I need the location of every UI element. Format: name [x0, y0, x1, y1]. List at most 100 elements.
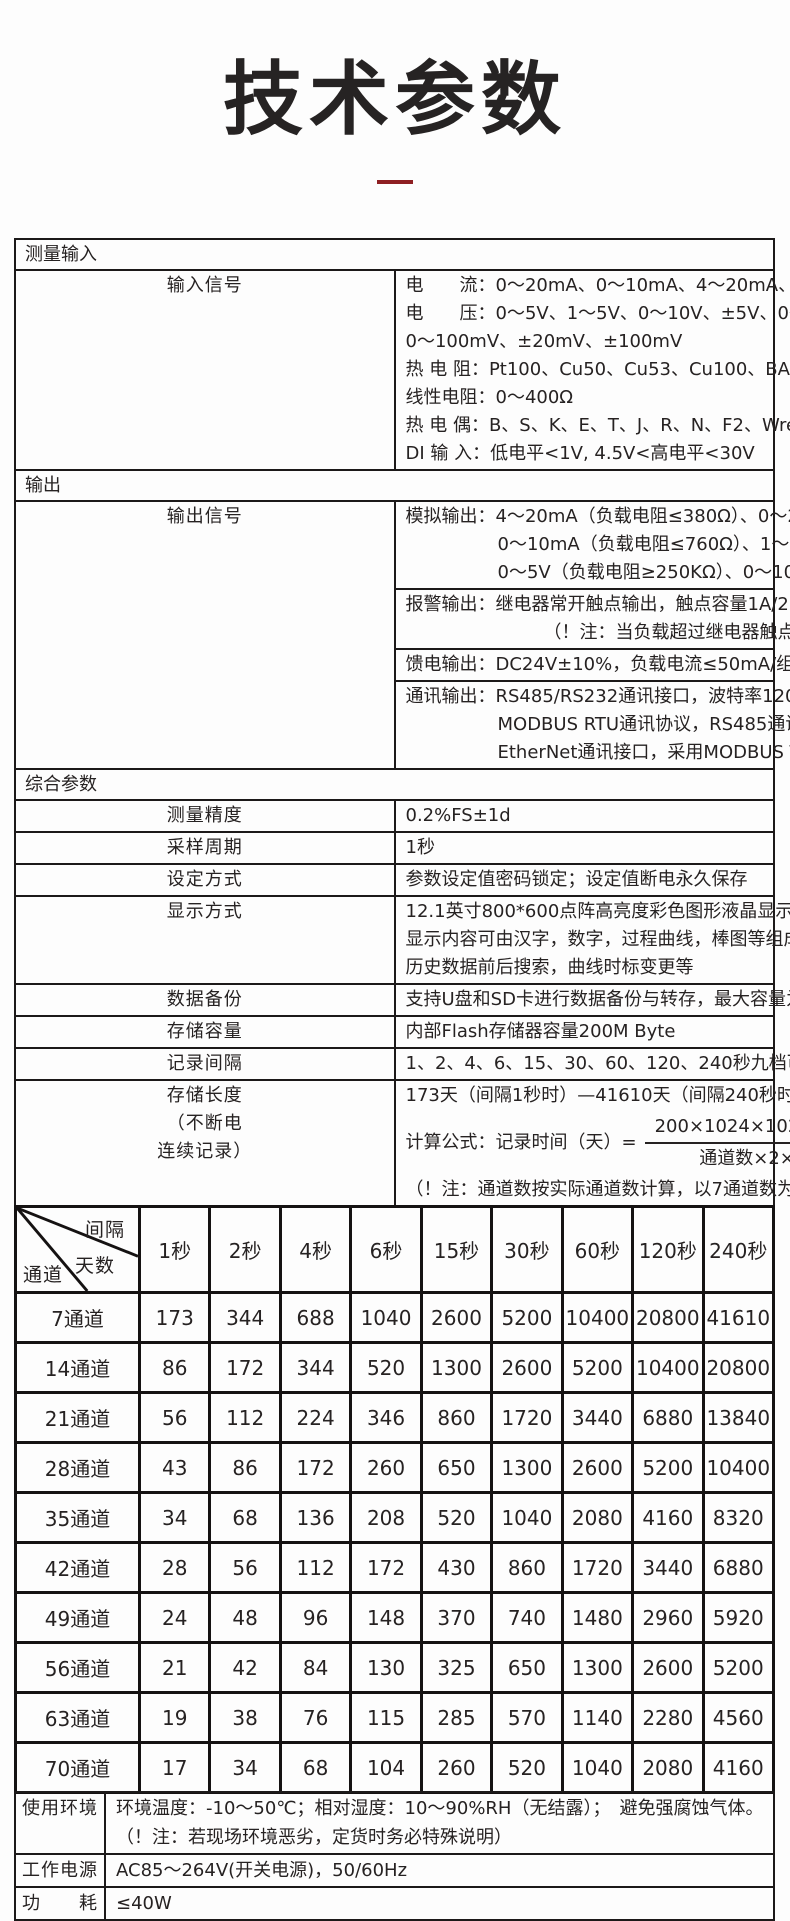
channel-days-cell: 21 — [137, 1641, 212, 1694]
row-storage-length: 存储长度 （不断电 连续记录） 173天（间隔1秒时）—41610天（间隔240… — [14, 1079, 790, 1207]
channel-days-cell: 2600 — [560, 1441, 635, 1494]
input-signal-line: 热 电 偶：B、S、K、E、T、J、R、N、F2、Wre3-25、Wre5-26 — [405, 415, 790, 436]
channel-row: 14通道 86 172 344 520 1300 2600 5200 10400 20800 — [14, 1341, 775, 1394]
row-input-signal: 输入信号 电 流：0～20mA、0～10mA、4～20mA、0～10mA开方、4… — [14, 269, 790, 471]
channel-days-cell: 346 — [349, 1391, 423, 1444]
row-capacity: 存储容量 内部Flash存储器容量200M Byte — [14, 1015, 775, 1049]
row-label-setting: 设定方式 — [14, 863, 396, 897]
title-divider — [377, 180, 413, 184]
channel-days-cell: 41610 — [701, 1291, 775, 1344]
power-supply-value: AC85～264V(开关电源)，50/60Hz — [104, 1853, 775, 1888]
channel-days-cell: 56 — [137, 1391, 212, 1444]
channel-days-cell: 8320 — [701, 1491, 775, 1544]
channel-row: 35通道 34 68 136 208 520 1040 2080 4160 8320 — [14, 1491, 775, 1544]
env-table: 使用环境 环境温度：-10～50℃；相对湿度：10～90%RH（无结露）； 避免… — [14, 1791, 775, 1921]
display-line: 显示内容可由汉字，数字，过程曲线，棒图等组成，通过触摸按键可完成画面翻页， — [405, 929, 790, 950]
row-power-consumption: 功 耗 ≤40W — [14, 1886, 775, 1921]
setting-text: 参数设定值密码锁定；设定值断电永久保存 — [405, 869, 748, 890]
row-label-environment: 使用环境 — [14, 1791, 106, 1855]
corner-cell: 间隔 天数 通道 — [14, 1205, 141, 1294]
sampling-value: 1秒 — [393, 831, 775, 865]
channel-days-cell: 2600 — [419, 1291, 494, 1344]
channel-days-cell: 5920 — [701, 1591, 775, 1644]
channel-days-cell: 4160 — [701, 1741, 775, 1794]
channel-days-cell: 148 — [349, 1591, 423, 1644]
channel-row-label: 14通道 — [14, 1341, 141, 1394]
channel-table: 间隔 天数 通道 1秒 2秒 4秒 6秒 15秒 30秒 60秒 120秒 240秒 7通道 17… — [14, 1205, 775, 1794]
channel-days-cell: 325 — [419, 1641, 494, 1694]
channel-days-cell: 688 — [278, 1291, 353, 1344]
channel-days-cell: 1300 — [419, 1341, 494, 1394]
channel-days-cell: 520 — [490, 1741, 564, 1794]
channel-days-cell: 1040 — [349, 1291, 423, 1344]
channel-days-cell: 68 — [208, 1491, 282, 1544]
channel-row-label: 42通道 — [14, 1541, 141, 1594]
storage-length-note: （！注：通道数按实际通道数计算，以7通道数为例计算。） — [405, 1179, 790, 1200]
env-table-wrap: 使用环境 环境温度：-10～50℃；相对湿度：10～90%RH（无结露）； 避免… — [14, 1791, 775, 1921]
channel-days-cell: 5200 — [490, 1291, 564, 1344]
channel-days-cell: 1140 — [560, 1691, 635, 1744]
top-strip — [0, 0, 790, 22]
channel-days-cell: 34 — [208, 1741, 282, 1794]
feed-output-block: 馈电输出：DC24V±10%，负载电流≤50mA/组，共5组。 — [395, 648, 790, 680]
channel-row: 28通道 43 86 172 260 650 1300 2600 5200 10400 — [14, 1441, 775, 1494]
display-cell: 12.1英寸800*600点阵高亮度彩色图形液晶显示，LED背光、画面清晰、宽视… — [393, 895, 790, 985]
diagonal-lines — [17, 1208, 138, 1291]
formula-denominator: 通道数×2×24×3600 — [699, 1148, 790, 1169]
channel-days-cell: 24 — [137, 1591, 212, 1644]
channel-days-cell: 520 — [419, 1491, 494, 1544]
channel-days-cell: 260 — [419, 1741, 494, 1794]
channel-days-cell: 2600 — [490, 1341, 564, 1394]
analog-output-line: 模拟输出：4～20mA（负载电阻≤380Ω）、0～20mA（负载电阻≤380Ω）… — [405, 506, 790, 527]
channel-days-cell: 28 — [137, 1541, 212, 1594]
channel-days-cell: 20800 — [631, 1291, 705, 1344]
channel-table-body: 7通道 173 344 688 1040 2600 5200 10400 20800 41610 1… — [14, 1291, 775, 1794]
channel-days-cell: 84 — [278, 1641, 353, 1694]
alarm-output-block: 报警输出：继电器常开触点输出，触点容量1A/250VAC、1A/24VDC（阻性… — [395, 588, 790, 648]
channel-header-row: 间隔 天数 通道 1秒 2秒 4秒 6秒 15秒 30秒 60秒 120秒 240秒 — [14, 1205, 775, 1294]
channel-days-cell: 344 — [278, 1341, 353, 1394]
row-label-output-signal: 输出信号 — [14, 500, 396, 770]
row-backup: 数据备份 支持U盘和SD卡进行数据备份与转存，最大容量为32GB，支持FAT、F… — [14, 983, 790, 1017]
alarm-output-line: 报警输出：继电器常开触点输出，触点容量1A/250VAC、1A/24VDC（阻性… — [405, 594, 790, 615]
input-signal-cell: 电 流：0～20mA、0～10mA、4～20mA、0～10mA开方、4～20mA… — [393, 269, 790, 471]
formula-prefix: 计算公式：记录时间（天）= — [405, 1132, 637, 1153]
power-consumption-text: ≤40W — [116, 1893, 172, 1914]
analog-output-line: 0～5V（负载电阻≥250KΩ）、0～10V（负载电阻≥10KΩ） — [497, 562, 790, 583]
channel-row-label: 49通道 — [14, 1591, 141, 1644]
record-interval-text: 1、2、4、6、15、30、60、120、240秒九档可供选择。 — [405, 1053, 790, 1074]
channel-table-wrap: 间隔 天数 通道 1秒 2秒 4秒 6秒 15秒 30秒 60秒 120秒 240秒 7通道 17… — [14, 1205, 775, 1794]
channel-row-label: 21通道 — [14, 1391, 141, 1444]
channel-days-cell: 2280 — [631, 1691, 705, 1744]
channel-row: 56通道 21 42 84 130 325 650 1300 2600 5200 — [14, 1641, 775, 1694]
interval-header: 30秒 — [490, 1205, 564, 1294]
record-interval-value: 1、2、4、6、15、30、60、120、240秒九档可供选择。 — [393, 1047, 790, 1081]
channel-row: 63通道 19 38 76 115 285 570 1140 2280 4560 — [14, 1691, 775, 1744]
row-setting: 设定方式 参数设定值密码锁定；设定值断电永久保存 — [14, 863, 775, 897]
channel-days-cell: 96 — [278, 1591, 353, 1644]
row-environment: 使用环境 环境温度：-10～50℃；相对湿度：10～90%RH（无结露）； 避免… — [14, 1791, 775, 1855]
accuracy-value: 0.2%FS±1d — [393, 799, 775, 833]
channel-days-cell: 20800 — [701, 1341, 775, 1394]
channel-days-cell: 570 — [490, 1691, 564, 1744]
section-header-general: 综合参数 — [14, 768, 775, 801]
section-header-measure-input: 测量输入 — [14, 238, 775, 271]
corner-label-days: 天数 — [75, 1255, 116, 1277]
power-supply-text: AC85～264V(开关电源)，50/60Hz — [116, 1860, 408, 1881]
section-row-output: 输出 — [14, 469, 775, 502]
channel-days-cell: 34 — [137, 1491, 212, 1544]
storage-length-label-line: 连续记录） — [157, 1141, 253, 1162]
feed-output-line: 馈电输出：DC24V±10%，负载电流≤50mA/组，共5组。 — [405, 654, 790, 675]
channel-days-cell: 1040 — [560, 1741, 635, 1794]
channel-days-cell: 172 — [208, 1341, 282, 1394]
channel-days-cell: 520 — [349, 1341, 423, 1394]
channel-days-cell: 4560 — [701, 1691, 775, 1744]
row-label-record-interval: 记录间隔 — [14, 1047, 396, 1081]
channel-row: 49通道 24 48 96 148 370 740 1480 2960 5920 — [14, 1591, 775, 1644]
channel-days-cell: 104 — [349, 1741, 423, 1794]
channel-days-cell: 3440 — [560, 1391, 635, 1444]
channel-days-cell: 10400 — [701, 1441, 775, 1494]
row-accuracy: 测量精度 0.2%FS±1d — [14, 799, 775, 833]
interval-header: 120秒 — [631, 1205, 705, 1294]
